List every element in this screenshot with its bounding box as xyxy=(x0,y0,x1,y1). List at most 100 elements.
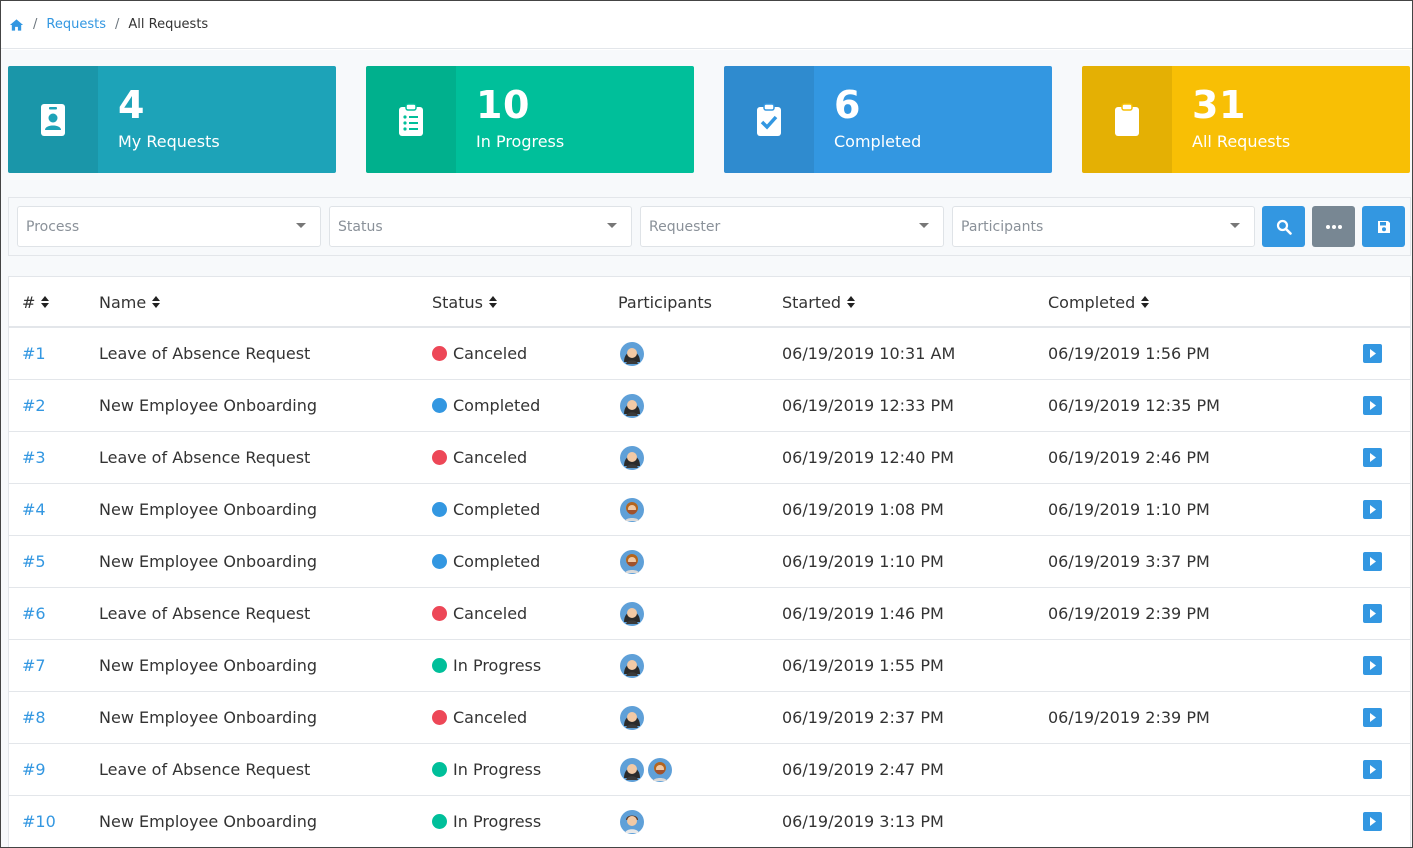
request-id-link[interactable]: #2 xyxy=(22,396,46,415)
status-label: In Progress xyxy=(453,656,542,675)
column-header-name[interactable]: Name xyxy=(99,277,161,327)
column-header-id[interactable]: # xyxy=(22,277,50,327)
request-name: New Employee Onboarding xyxy=(99,552,317,571)
status-placeholder: Status xyxy=(338,218,383,235)
status-dot-icon xyxy=(432,450,447,465)
table-row[interactable]: #7 New Employee Onboarding In Progress 06/1… xyxy=(9,640,1410,692)
avatar[interactable] xyxy=(620,497,644,522)
avatar[interactable] xyxy=(620,601,644,626)
participants-placeholder: Participants xyxy=(961,218,1044,235)
table-row[interactable]: #5 New Employee Onboarding Completed 06/19/… xyxy=(9,536,1410,588)
request-id-link[interactable]: #7 xyxy=(22,656,46,675)
process-select[interactable]: Process xyxy=(17,206,321,247)
open-request-icon[interactable] xyxy=(1363,812,1382,831)
open-request-icon[interactable] xyxy=(1363,708,1382,727)
sort-icon xyxy=(1141,296,1150,308)
table-row[interactable]: #10 New Employee Onboarding In Progress 06/… xyxy=(9,796,1410,847)
save-icon xyxy=(1377,220,1390,233)
table-row[interactable]: #1 Leave of Absence Request Canceled 06/19/… xyxy=(9,328,1410,380)
completed-date: 06/19/2019 2:46 PM xyxy=(1048,448,1210,467)
table-row[interactable]: #6 Leave of Absence Request Canceled 06/19/… xyxy=(9,588,1410,640)
participants-select[interactable]: Participants xyxy=(952,206,1255,247)
avatar[interactable] xyxy=(620,705,644,730)
header-label: Started xyxy=(782,292,842,312)
table-row[interactable]: #2 New Employee Onboarding Completed 06/19/… xyxy=(9,380,1410,432)
card-count: 6 xyxy=(834,83,861,127)
request-id-link[interactable]: #1 xyxy=(22,344,46,363)
card-completed[interactable]: 6 Completed xyxy=(724,66,1052,173)
avatar[interactable] xyxy=(648,757,672,782)
open-request-icon[interactable] xyxy=(1363,448,1382,467)
request-id-link[interactable]: #6 xyxy=(22,604,46,623)
status-dot-icon xyxy=(432,606,447,621)
status-select[interactable]: Status xyxy=(329,206,632,247)
process-placeholder: Process xyxy=(26,218,80,235)
requester-select[interactable]: Requester xyxy=(640,206,944,247)
column-header-completed[interactable]: Completed xyxy=(1048,277,1150,327)
request-id-link[interactable]: #9 xyxy=(22,760,46,779)
request-id-link[interactable]: #4 xyxy=(22,500,46,519)
sort-icon xyxy=(488,296,497,308)
table-row[interactable]: #3 Leave of Absence Request Canceled 06/19/… xyxy=(9,432,1410,484)
participants-cell xyxy=(620,380,648,431)
breadcrumb-current: All Requests xyxy=(128,17,209,32)
open-request-icon[interactable] xyxy=(1363,760,1382,779)
participants-cell xyxy=(620,640,648,691)
open-request-icon[interactable] xyxy=(1363,396,1382,415)
request-id-link[interactable]: #5 xyxy=(22,552,46,571)
open-request-icon[interactable] xyxy=(1363,500,1382,519)
breadcrumb-link-requests[interactable]: Requests xyxy=(46,17,106,32)
table-row[interactable]: #8 New Employee Onboarding Canceled 06/19/2… xyxy=(9,692,1410,744)
header-label: # xyxy=(22,292,36,312)
sort-icon xyxy=(41,296,50,308)
breadcrumb-separator: / xyxy=(33,17,38,32)
started-date: 06/19/2019 12:40 PM xyxy=(782,448,954,467)
status-dot-icon xyxy=(432,658,447,673)
sort-icon xyxy=(152,296,161,308)
completed-date: 06/19/2019 1:56 PM xyxy=(1048,344,1210,363)
avatar[interactable] xyxy=(620,341,644,366)
request-id-link[interactable]: #8 xyxy=(22,708,46,727)
open-request-icon[interactable] xyxy=(1363,656,1382,675)
status-label: Canceled xyxy=(453,344,528,363)
avatar[interactable] xyxy=(620,809,644,834)
chevron-down-icon xyxy=(919,223,929,228)
column-header-started[interactable]: Started xyxy=(782,277,856,327)
participants-cell xyxy=(620,328,648,379)
started-date: 06/19/2019 12:33 PM xyxy=(782,396,954,415)
status-label: In Progress xyxy=(453,812,542,831)
status-label: Completed xyxy=(453,552,541,571)
started-date: 06/19/2019 2:47 PM xyxy=(782,760,944,779)
status-label: Completed xyxy=(453,396,541,415)
table-row[interactable]: #4 New Employee Onboarding Completed 06/19/… xyxy=(9,484,1410,536)
request-id-link[interactable]: #3 xyxy=(22,448,46,467)
card-all-requests[interactable]: 31 All Requests xyxy=(1082,66,1410,173)
status-cell: In Progress xyxy=(432,640,541,691)
column-header-status[interactable]: Status xyxy=(432,277,497,327)
avatar[interactable] xyxy=(620,393,644,418)
save-search-button[interactable] xyxy=(1362,206,1405,247)
avatar[interactable] xyxy=(620,445,644,470)
card-my-requests[interactable]: 4 My Requests xyxy=(8,66,336,173)
request-name: Leave of Absence Request xyxy=(99,760,311,779)
open-request-icon[interactable] xyxy=(1363,552,1382,571)
open-request-icon[interactable] xyxy=(1363,344,1382,363)
more-options-button[interactable] xyxy=(1312,206,1355,247)
avatar[interactable] xyxy=(620,549,644,574)
request-name: New Employee Onboarding xyxy=(99,708,317,727)
open-request-icon[interactable] xyxy=(1363,604,1382,623)
request-name: Leave of Absence Request xyxy=(99,344,311,363)
requester-placeholder: Requester xyxy=(649,218,721,235)
table-row[interactable]: #9 Leave of Absence Request In Progress 06/… xyxy=(9,744,1410,796)
avatar[interactable] xyxy=(620,757,644,782)
card-in-progress[interactable]: 10 In Progress xyxy=(366,66,694,173)
avatar[interactable] xyxy=(620,653,644,678)
started-date: 06/19/2019 3:13 PM xyxy=(782,812,944,831)
request-name: New Employee Onboarding xyxy=(99,812,317,831)
home-icon[interactable] xyxy=(9,18,24,32)
request-name: New Employee Onboarding xyxy=(99,396,317,415)
search-button[interactable] xyxy=(1262,206,1305,247)
request-id-link[interactable]: #10 xyxy=(22,812,56,831)
sort-icon xyxy=(847,296,856,308)
